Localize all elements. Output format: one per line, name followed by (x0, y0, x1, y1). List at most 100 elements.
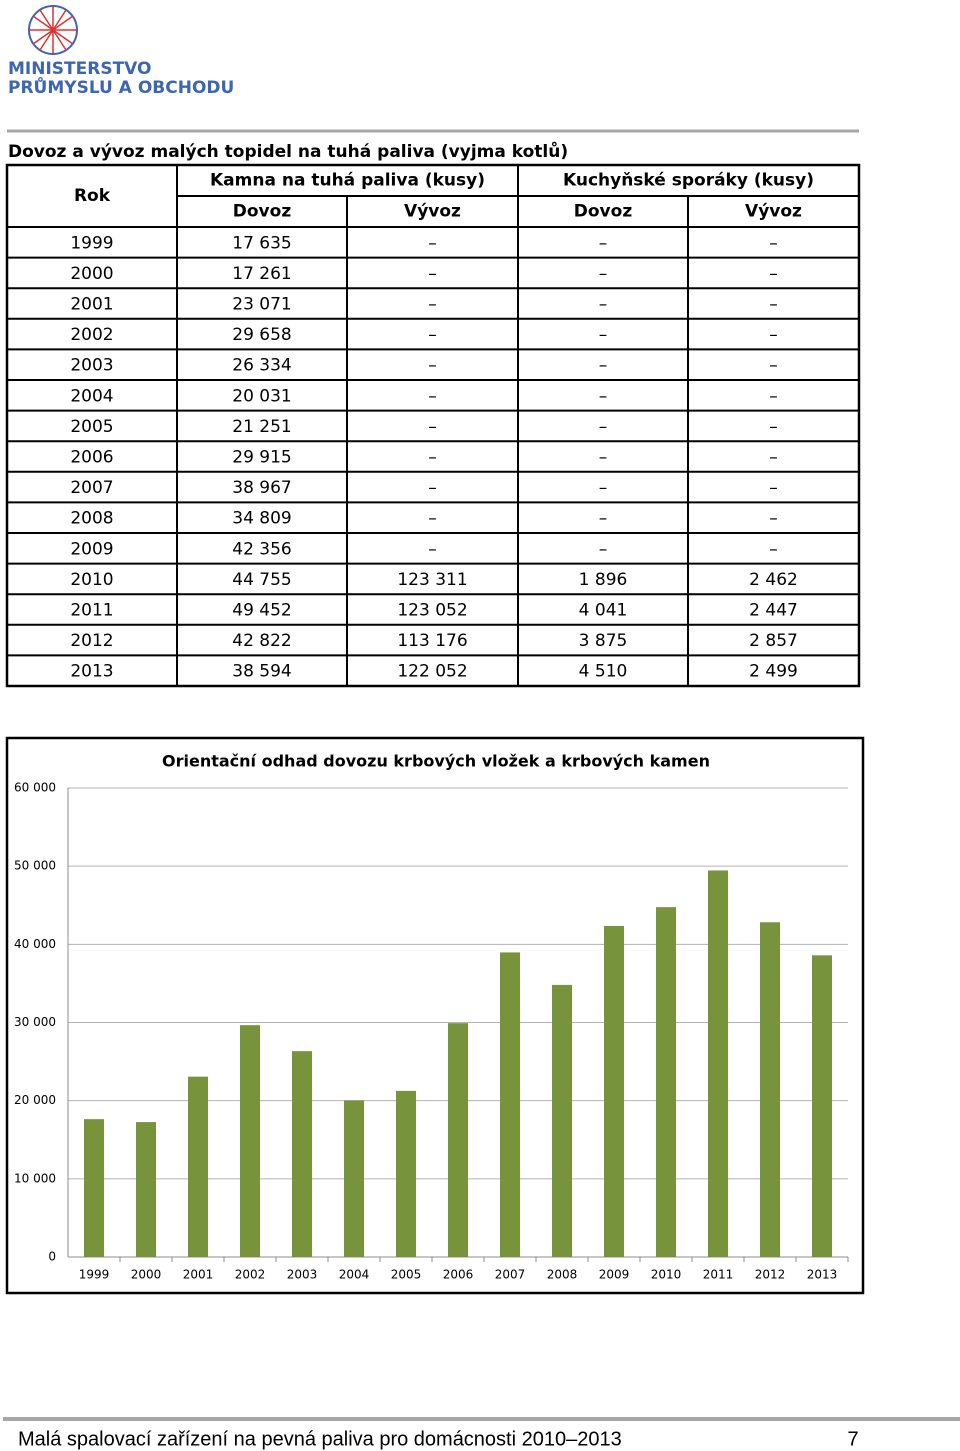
table-cell: – (599, 539, 608, 559)
chart-frame (5, 736, 865, 1295)
table-cell: – (599, 325, 608, 345)
bar (396, 1090, 416, 1257)
table-cell: 38 967 (232, 478, 291, 498)
table-cell: 2 857 (749, 631, 798, 651)
x-tick-label: 2011 (703, 1268, 734, 1282)
y-tick-label: 10 000 (14, 1171, 56, 1185)
bar (604, 925, 624, 1257)
x-tick-label: 2007 (495, 1268, 526, 1282)
x-tick-label: 2004 (339, 1268, 370, 1282)
table-title: Dovoz a vývoz malých topidel na tuhá pal… (8, 140, 568, 162)
table-cell: 2 462 (749, 570, 798, 590)
logo-text: PRŮMYSLU A OBCHODU (8, 75, 234, 98)
bar (708, 870, 728, 1257)
table-cell: 2000 (70, 264, 113, 284)
table-cell: – (599, 448, 608, 468)
table-cell: – (599, 264, 608, 284)
table-cell: 4 510 (579, 662, 628, 682)
bar (292, 1051, 312, 1257)
bar (344, 1100, 364, 1257)
x-tick-label: 2002 (235, 1268, 266, 1282)
y-tick-label: 40 000 (14, 937, 56, 951)
x-tick-label: 2012 (755, 1268, 786, 1282)
table-cell: – (428, 233, 437, 253)
table-cell: 21 251 (232, 417, 291, 437)
x-tick-label: 2001 (183, 1268, 214, 1282)
table-cell: – (599, 233, 608, 253)
logo-text: MINISTERSTVO (8, 59, 152, 79)
table-cell: 2013 (70, 662, 113, 682)
bar (188, 1076, 208, 1257)
table-cell: 17 261 (232, 264, 291, 284)
table-cell: 17 635 (232, 233, 291, 253)
footer-text: Malá spalovací zařízení na pevná paliva … (18, 1428, 622, 1450)
table-cell: – (599, 386, 608, 406)
y-tick-label: 60 000 (14, 781, 56, 795)
x-tick-label: 2000 (131, 1268, 162, 1282)
table-cell: – (428, 325, 437, 345)
table-header: Kamna na tuhá paliva (kusy) (210, 171, 485, 191)
y-tick-label: 50 000 (14, 859, 56, 873)
table-cell: – (769, 448, 778, 468)
chart-title: Orientační odhad dovozu krbových vložek … (162, 752, 710, 771)
x-tick-label: 2010 (651, 1268, 682, 1282)
table-cell: – (428, 509, 437, 529)
table-header: Dovoz (233, 202, 292, 222)
table-cell: 2008 (70, 509, 113, 529)
bar (448, 1023, 468, 1257)
x-tick-label: 2008 (547, 1268, 578, 1282)
table-cell: 42 822 (232, 631, 291, 651)
bar (812, 955, 832, 1257)
table-cell: 2004 (70, 386, 113, 406)
table-cell: 2 447 (749, 601, 798, 621)
table-header: Vývoz (745, 202, 802, 222)
bar (552, 984, 572, 1257)
table-cell: 26 334 (232, 356, 291, 376)
bar (84, 1119, 104, 1257)
page-number: 7 (847, 1428, 858, 1450)
table-cell: 2009 (70, 539, 113, 559)
table-cell: – (769, 264, 778, 284)
table-cell: – (428, 539, 437, 559)
table-cell: 123 052 (397, 601, 467, 621)
table-cell: 2007 (70, 478, 113, 498)
table-cell: – (769, 386, 778, 406)
table-cell: 1999 (70, 233, 113, 253)
table-cell: – (428, 356, 437, 376)
logo: MINISTERSTVO PRŮMYSLU A OBCHODU (8, 5, 234, 98)
table-cell: 4 041 (579, 601, 628, 621)
table-cell: 2005 (70, 417, 113, 437)
table-cell: – (769, 478, 778, 498)
table-header: Rok (74, 186, 111, 206)
x-tick-label: 1999 (79, 1268, 110, 1282)
table-cell: – (769, 509, 778, 529)
table-cell: 38 594 (232, 662, 291, 682)
table-cell: 2011 (70, 601, 113, 621)
bar (136, 1122, 156, 1257)
x-tick-label: 2005 (391, 1268, 422, 1282)
table-cell: – (769, 325, 778, 345)
logo-lines (29, 6, 77, 54)
x-tick-label: 2006 (443, 1268, 474, 1282)
bar (240, 1025, 260, 1257)
bar (500, 952, 520, 1257)
table-border (5, 163, 861, 688)
table-cell: – (769, 356, 778, 376)
table-cell: – (428, 295, 437, 315)
bar (656, 907, 676, 1257)
table-cell: 49 452 (232, 601, 291, 621)
table-cell: 29 915 (232, 448, 291, 468)
table-cell: – (428, 417, 437, 437)
table-cell: – (428, 448, 437, 468)
table-cell: – (769, 417, 778, 437)
table-cell: – (428, 478, 437, 498)
table-header: Vývoz (404, 202, 461, 222)
table-cell: 122 052 (397, 662, 467, 682)
table-cell: 2003 (70, 356, 113, 376)
table-cell: 2001 (70, 295, 113, 315)
table-header: Kuchyňské sporáky (kusy) (563, 171, 814, 191)
table-cell: 44 755 (232, 570, 291, 590)
table-cell: – (599, 356, 608, 376)
y-tick-label: 20 000 (14, 1093, 56, 1107)
